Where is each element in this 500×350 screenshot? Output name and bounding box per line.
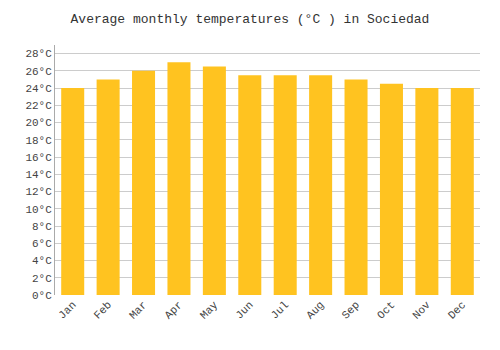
svg-text:16°C: 16°C [25, 152, 52, 164]
svg-text:Mar: Mar [127, 299, 149, 321]
svg-text:Aug: Aug [304, 299, 326, 321]
svg-text:18°C: 18°C [25, 135, 52, 147]
svg-text:10°C: 10°C [25, 204, 52, 216]
svg-text:8°C: 8°C [32, 221, 52, 233]
svg-text:2°C: 2°C [32, 273, 52, 285]
svg-text:Jan: Jan [56, 299, 78, 321]
svg-text:22°C: 22°C [25, 100, 52, 112]
svg-text:20°C: 20°C [25, 117, 52, 129]
svg-text:26°C: 26°C [25, 66, 52, 78]
svg-text:0°C: 0°C [32, 290, 52, 302]
svg-text:Jul: Jul [269, 299, 291, 321]
svg-text:Average monthly temperatures (: Average monthly temperatures (°C ) in So… [71, 12, 430, 27]
svg-text:14°C: 14°C [25, 169, 52, 181]
svg-text:Dec: Dec [446, 299, 468, 321]
svg-text:May: May [198, 299, 221, 322]
svg-text:24°C: 24°C [25, 83, 52, 95]
svg-text:Oct: Oct [375, 299, 397, 321]
svg-text:12°C: 12°C [25, 186, 52, 198]
svg-text:4°C: 4°C [32, 255, 52, 267]
svg-text:28°C: 28°C [25, 48, 52, 60]
svg-text:Feb: Feb [92, 299, 114, 321]
svg-text:Sep: Sep [340, 299, 362, 321]
svg-text:Jun: Jun [233, 299, 255, 321]
svg-text:Apr: Apr [162, 299, 184, 321]
svg-text:6°C: 6°C [32, 238, 52, 250]
svg-text:Nov: Nov [410, 299, 433, 322]
